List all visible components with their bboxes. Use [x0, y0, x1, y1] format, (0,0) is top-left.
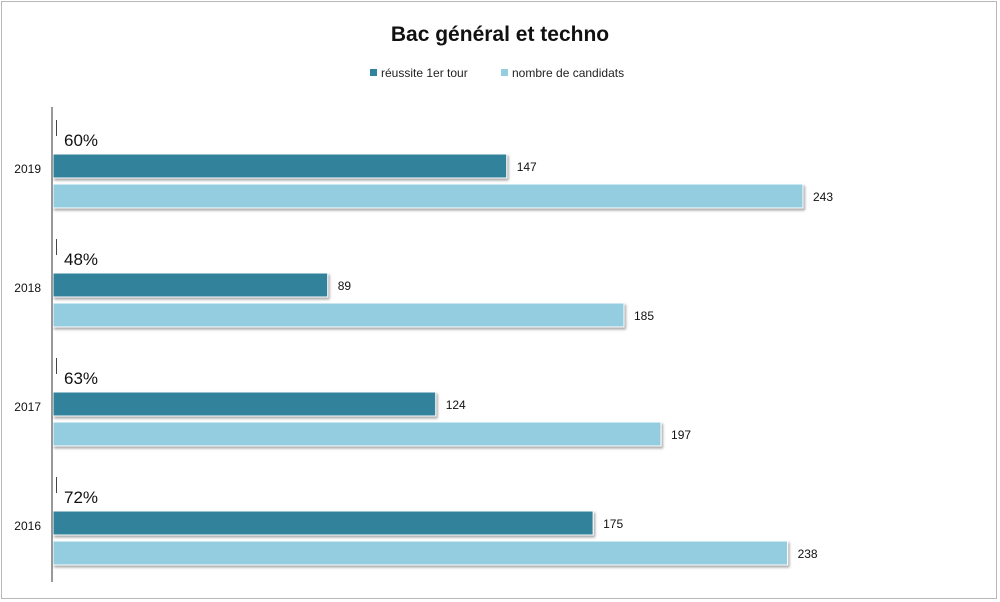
percent-annotation: 48% — [64, 250, 98, 269]
bar-success — [52, 153, 508, 179]
legend-label-success: réussite 1er tour — [381, 66, 468, 80]
data-label: 185 — [634, 309, 654, 323]
category-label: 2016 — [14, 519, 41, 533]
percent-annotation: 60% — [64, 131, 98, 150]
data-label: 124 — [446, 398, 466, 412]
legend-label-candidates: nombre de candidats — [512, 66, 624, 80]
category-label: 2019 — [14, 162, 41, 176]
bar-candidates — [52, 540, 789, 566]
bar-candidates — [52, 302, 625, 328]
bar-candidates — [52, 183, 804, 209]
data-label: 89 — [338, 279, 352, 293]
chart-marks: 60% 2019 147 243 48% 2018 89 185 63% 2017 124 197 72… — [14, 120, 833, 566]
category-label: 2018 — [14, 281, 41, 295]
percent-annotation: 63% — [64, 369, 98, 388]
data-label: 147 — [517, 160, 537, 174]
data-label: 197 — [671, 428, 691, 442]
bar-success — [52, 391, 437, 417]
category-label: 2017 — [14, 400, 41, 414]
data-label: 238 — [798, 547, 818, 561]
data-label: 243 — [813, 190, 833, 204]
bar-success — [52, 272, 329, 298]
bar-success — [52, 510, 594, 536]
percent-annotation: 72% — [64, 488, 98, 507]
legend-swatch-candidates — [501, 69, 508, 76]
data-label: 175 — [603, 517, 623, 531]
bar-candidates — [52, 421, 662, 447]
chart-title: Bac général et techno — [391, 23, 609, 46]
legend: réussite 1er tour nombre de candidats — [370, 66, 624, 80]
legend-swatch-success — [370, 69, 377, 76]
